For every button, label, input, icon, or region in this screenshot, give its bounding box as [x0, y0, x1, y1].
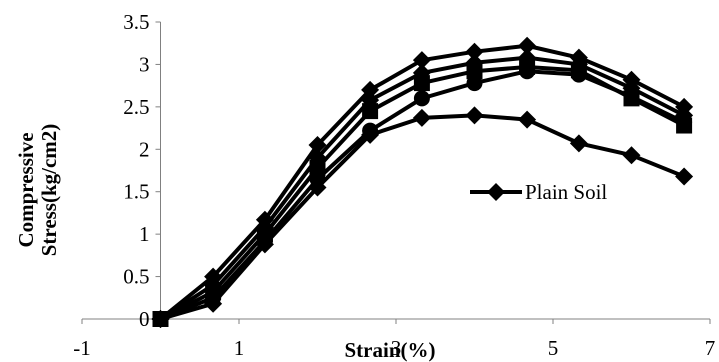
legend-diamond-marker [487, 183, 505, 201]
data-point-series-5 [622, 70, 641, 89]
series-line-1 [159, 113, 685, 321]
y-tick-label: 3.5 [123, 10, 149, 34]
tick-labels: 0 0.5 1 1.5 2 2.5 3 3.5 -1 1 3 5 7 [73, 10, 715, 360]
legend-label-plain-soil: Plain Soil [525, 180, 607, 204]
data-point-series-1 [622, 146, 641, 165]
y-tick-label: 2.5 [123, 95, 149, 119]
x-tick-label: -1 [73, 336, 91, 360]
data-point-series-3 [413, 75, 430, 92]
data-point-series-5 [412, 51, 431, 70]
data-point-series-5 [518, 36, 537, 55]
data-point-series-1 [675, 167, 694, 186]
y-tick-label: 0 [139, 307, 150, 331]
y-tick-label: 2 [139, 137, 150, 161]
data-point-series-5 [204, 267, 223, 286]
data-point-series-3 [362, 103, 379, 120]
data-point-series-1 [465, 106, 484, 125]
x-tick-label: 7 [705, 336, 716, 360]
data-point-series-4 [308, 148, 327, 167]
data-point-series-4 [361, 91, 380, 110]
data-point-series-3 [309, 159, 326, 176]
x-tick-label: 5 [548, 336, 559, 360]
y-tick-label: 0.5 [123, 265, 149, 289]
series-markers [151, 36, 694, 328]
axes [82, 22, 710, 320]
data-point-series-5 [308, 136, 327, 155]
x-tick-label: 3 [391, 336, 402, 360]
x-tick-label: 1 [234, 336, 245, 360]
y-tick-label: 1 [139, 222, 150, 246]
y-axis-title-line-2: Stress(kg/cm2) [37, 124, 61, 257]
data-point-series-2 [413, 90, 430, 107]
data-point-series-1 [412, 108, 431, 127]
data-point-series-2 [362, 122, 379, 139]
data-point-series-4 [465, 53, 484, 72]
data-point-series-5 [361, 80, 380, 99]
y-tick-label: 3 [139, 52, 150, 76]
legend: Plain Soil [470, 180, 607, 204]
data-point-series-4 [412, 63, 431, 82]
data-point-series-5 [465, 42, 484, 61]
data-point-series-1 [569, 134, 588, 153]
data-point-series-5 [255, 210, 274, 229]
data-point-series-4 [518, 48, 537, 67]
data-point-series-3 [623, 90, 640, 107]
data-point-series-3 [519, 58, 536, 75]
data-point-series-1 [518, 110, 537, 129]
data-point-series-5 [569, 48, 588, 67]
y-tick-label: 1.5 [123, 180, 149, 204]
data-point-series-3 [676, 117, 693, 134]
x-axis-title: Strain(%) [345, 338, 436, 362]
data-point-series-5 [675, 97, 694, 116]
y-axis-title-line-1: Compressive [14, 132, 38, 247]
data-point-series-5 [151, 310, 170, 328]
y-axis-title: Compressive Stress(kg/cm2) [14, 124, 61, 257]
